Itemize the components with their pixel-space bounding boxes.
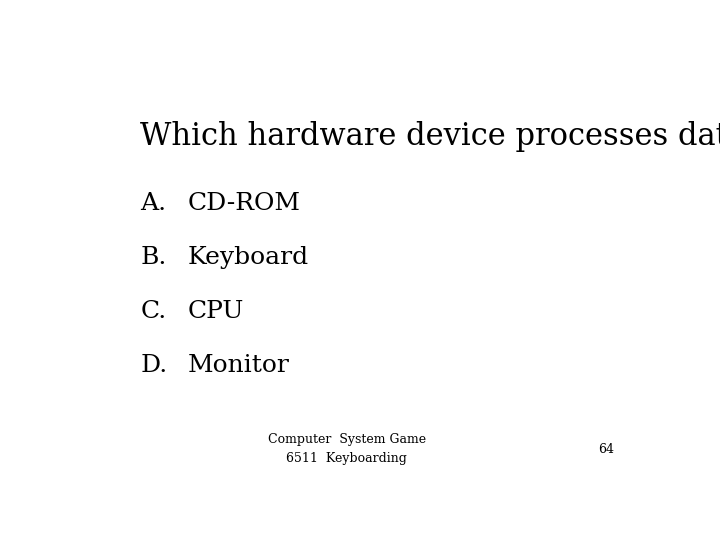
Text: D.: D. bbox=[140, 354, 168, 377]
Text: Monitor: Monitor bbox=[188, 354, 289, 377]
Text: CPU: CPU bbox=[188, 300, 244, 323]
Text: CD-ROM: CD-ROM bbox=[188, 192, 301, 214]
Text: Keyboard: Keyboard bbox=[188, 246, 309, 269]
Text: 64: 64 bbox=[598, 443, 613, 456]
Text: Which hardware device processes data?: Which hardware device processes data? bbox=[140, 121, 720, 152]
Text: B.: B. bbox=[140, 246, 166, 269]
Text: C.: C. bbox=[140, 300, 166, 323]
Text: Computer  System Game
6511  Keyboarding: Computer System Game 6511 Keyboarding bbox=[268, 434, 426, 465]
Text: A.: A. bbox=[140, 192, 166, 214]
